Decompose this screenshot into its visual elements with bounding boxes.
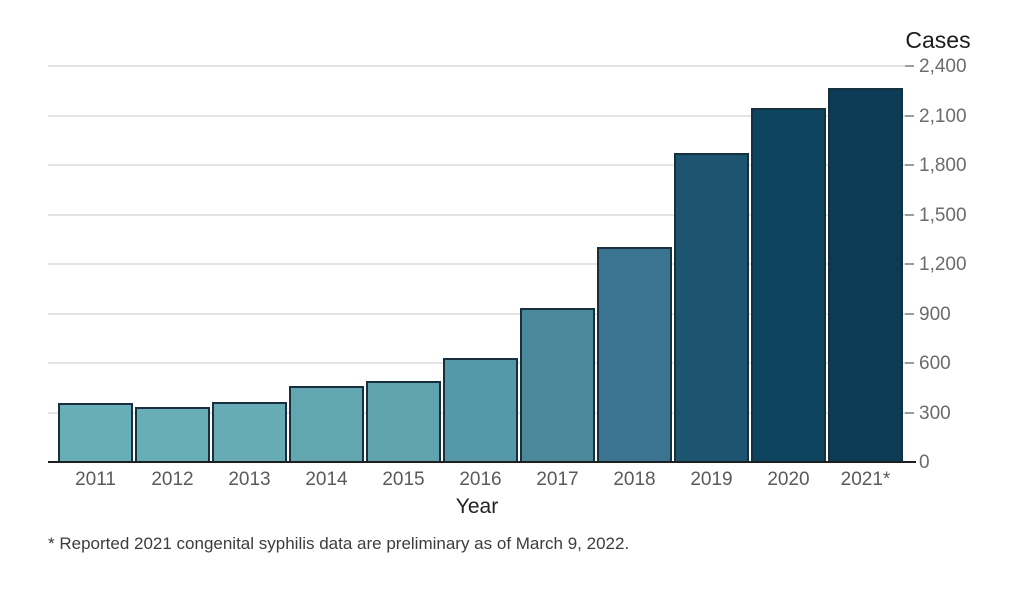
x-tick-label-2020: 2020: [767, 469, 810, 490]
x-tick-label-2012: 2012: [151, 469, 194, 490]
x-tick-label-2017: 2017: [536, 469, 579, 490]
bar-2012: [135, 407, 210, 462]
x-tick-label-2019: 2019: [690, 469, 733, 490]
y-axis-tick: [905, 263, 914, 265]
y-axis-tick: [905, 411, 914, 414]
bar-2021: [828, 88, 903, 462]
x-tick-label-2013: 2013: [228, 469, 271, 490]
footnote: * Reported 2021 congenital syphilis data…: [48, 534, 630, 553]
gridline: [48, 312, 914, 315]
bar-2019: [674, 153, 749, 462]
y-axis-tick: [905, 312, 914, 315]
bar-2013: [212, 402, 287, 462]
y-axis-tick: [905, 213, 914, 216]
x-tick-label-2018: 2018: [613, 469, 656, 490]
y-axis-tick: [905, 362, 914, 364]
y-tick-label: 300: [919, 402, 951, 424]
y-axis-tick: [905, 65, 914, 67]
x-tick-label-2016: 2016: [459, 469, 502, 490]
y-tick-label: 900: [919, 303, 951, 325]
x-tick-label-2021: 2021*: [840, 469, 891, 490]
bar-2017: [520, 308, 595, 462]
y-tick-label: 1,800: [919, 155, 967, 176]
x-tick-label-2014: 2014: [305, 469, 348, 490]
y-tick-label: 600: [919, 353, 951, 374]
bar-2020: [751, 108, 826, 462]
y-tick-label: 2,100: [919, 105, 967, 127]
y-tick-label: 0: [919, 452, 930, 473]
bar-2018: [597, 247, 672, 462]
gridline: [48, 65, 914, 67]
bar-2014: [289, 386, 364, 462]
bar-2015: [366, 381, 441, 462]
gridline: [48, 263, 914, 265]
gridline: [48, 114, 914, 117]
y-axis-tick: [905, 164, 914, 166]
bar-2016: [443, 358, 518, 462]
y-tick-label: 1,500: [919, 204, 967, 226]
x-tick-label-2015: 2015: [382, 469, 425, 490]
gridline: [48, 213, 914, 216]
gridline: [48, 164, 914, 166]
x-axis-title: Year: [455, 495, 499, 518]
bar-2011: [58, 403, 133, 462]
y-axis-tick: [905, 114, 914, 117]
y-axis-title: Cases: [905, 27, 971, 53]
x-tick-label-2011: 2011: [75, 469, 116, 490]
y-tick-label: 1,200: [919, 254, 967, 275]
y-tick-label: 2,400: [919, 56, 967, 77]
x-axis-line: [48, 461, 916, 463]
